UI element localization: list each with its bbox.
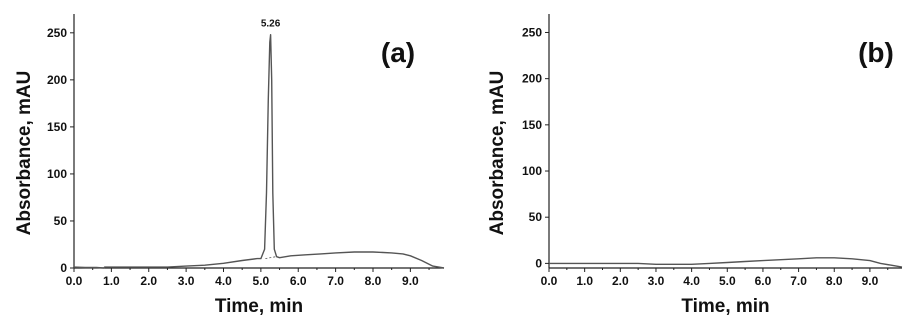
peak-retention-label: 5.26 bbox=[261, 19, 281, 30]
x-tick-label: 4.0 bbox=[683, 274, 700, 288]
y-tick-label: 250 bbox=[47, 26, 67, 40]
y-tick-label: 50 bbox=[529, 210, 543, 224]
y-tick-label: 50 bbox=[54, 214, 68, 228]
y-tick-label: 200 bbox=[522, 72, 542, 86]
x-tick-label: 1.0 bbox=[103, 274, 120, 288]
x-tick-label: 7.0 bbox=[790, 274, 807, 288]
x-tick-label: 5.0 bbox=[253, 274, 270, 288]
y-tick-label: 0 bbox=[535, 256, 542, 270]
peak-baseline bbox=[265, 256, 276, 259]
x-tick-label: 9.0 bbox=[402, 274, 419, 288]
x-tick-label: 3.0 bbox=[648, 274, 665, 288]
x-tick-label: 2.0 bbox=[612, 274, 629, 288]
y-axis-title: Absorbance, mAU bbox=[14, 71, 35, 236]
x-tick-label: 4.0 bbox=[215, 274, 232, 288]
x-tick-label: 0.0 bbox=[66, 274, 83, 288]
y-tick-label: 150 bbox=[522, 118, 542, 132]
x-axis-title: Time, min bbox=[215, 296, 303, 317]
x-tick-label: 6.0 bbox=[755, 274, 772, 288]
x-tick-label: 0.0 bbox=[541, 274, 558, 288]
y-tick-label: 0 bbox=[60, 261, 67, 275]
y-axis-title: Absorbance, mAU bbox=[487, 71, 508, 236]
x-tick-label: 2.0 bbox=[140, 274, 157, 288]
x-tick-label: 1.0 bbox=[576, 274, 593, 288]
panel-label: (b) bbox=[858, 37, 894, 68]
chart-panel-b: 0 50 100 150 200 250 0.0 1.0 2.0 3.0 4.0 5.0 6.0 7.0 8… bbox=[487, 14, 903, 317]
x-tick-label: 3.0 bbox=[178, 274, 195, 288]
x-tick-label: 7.0 bbox=[327, 274, 344, 288]
chromatogram-trace bbox=[549, 257, 903, 268]
chart-panel-a: 0 50 100 150 200 250 0.0 1.0 2.0 3.0 4.0 5.0 6.0 7.0 8… bbox=[14, 14, 445, 317]
y-tick-label: 250 bbox=[522, 25, 542, 39]
x-tick-label: 5.0 bbox=[719, 274, 736, 288]
y-tick-label: 100 bbox=[47, 167, 67, 181]
y-tick-label: 150 bbox=[47, 120, 67, 134]
x-tick-label: 6.0 bbox=[290, 274, 307, 288]
y-tick-label: 100 bbox=[522, 164, 542, 178]
x-tick-label: 8.0 bbox=[365, 274, 382, 288]
panel-label: (a) bbox=[381, 37, 415, 68]
chromatogram-trace bbox=[73, 34, 445, 269]
y-tick-label: 200 bbox=[47, 73, 67, 87]
x-axis-title: Time, min bbox=[681, 296, 769, 317]
x-tick-label: 8.0 bbox=[826, 274, 843, 288]
x-tick-label: 9.0 bbox=[862, 274, 879, 288]
